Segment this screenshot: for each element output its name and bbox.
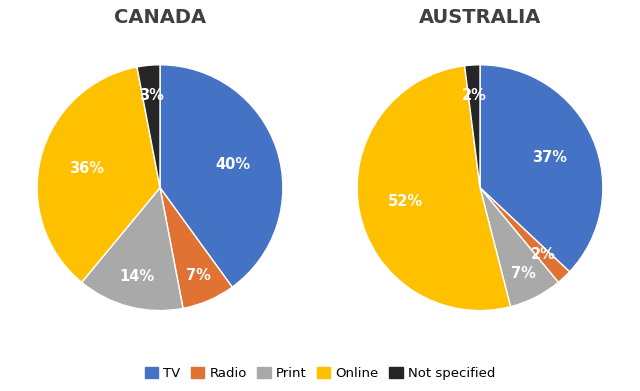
Text: 37%: 37% <box>532 150 568 165</box>
Wedge shape <box>160 65 283 287</box>
Text: 3%: 3% <box>139 88 164 104</box>
Wedge shape <box>137 65 160 188</box>
Wedge shape <box>480 65 603 272</box>
Text: 40%: 40% <box>215 157 250 172</box>
Text: 2%: 2% <box>462 88 486 103</box>
Wedge shape <box>357 66 511 310</box>
Wedge shape <box>480 188 558 307</box>
Legend: TV, Radio, Print, Online, Not specified: TV, Radio, Print, Online, Not specified <box>141 364 499 384</box>
Wedge shape <box>37 67 160 282</box>
Title: AUSTRALIA: AUSTRALIA <box>419 8 541 27</box>
Wedge shape <box>82 188 183 310</box>
Text: 14%: 14% <box>120 269 155 284</box>
Wedge shape <box>465 65 480 188</box>
Text: 36%: 36% <box>68 161 104 176</box>
Title: CANADA: CANADA <box>114 8 206 27</box>
Text: 7%: 7% <box>186 268 211 283</box>
Text: 2%: 2% <box>531 248 556 262</box>
Wedge shape <box>480 188 570 282</box>
Wedge shape <box>160 188 232 308</box>
Text: 52%: 52% <box>388 194 423 210</box>
Text: 7%: 7% <box>511 265 536 281</box>
